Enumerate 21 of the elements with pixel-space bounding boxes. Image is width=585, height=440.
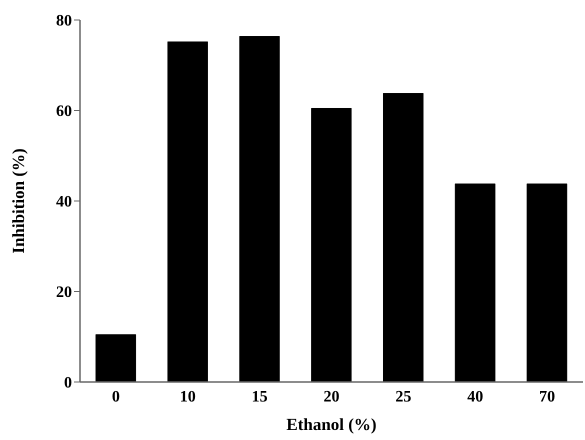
y-tick-label: 0 xyxy=(64,374,72,392)
x-tick-label: 10 xyxy=(180,388,196,406)
x-tick-label: 70 xyxy=(539,388,556,406)
bar xyxy=(239,36,280,382)
bar xyxy=(167,41,208,382)
y-axis-title: Inhibition (%) xyxy=(9,148,28,254)
bar xyxy=(311,108,352,382)
bar xyxy=(526,184,568,382)
y-tick-label: 20 xyxy=(56,284,72,302)
y-tick-label: 60 xyxy=(56,103,72,120)
x-axis-title: Ethanol (%) xyxy=(286,415,377,434)
x-tick-label: 40 xyxy=(467,388,484,406)
x-tick-label: 0 xyxy=(112,388,120,406)
y-tick-label: 40 xyxy=(56,194,72,211)
x-tick-label: 25 xyxy=(395,388,412,406)
bar xyxy=(96,334,136,382)
bar xyxy=(382,93,424,382)
y-tick-label: 80 xyxy=(56,12,72,30)
bar xyxy=(454,184,496,382)
x-tick-label: 20 xyxy=(324,388,340,406)
x-tick-label: 15 xyxy=(252,388,268,406)
